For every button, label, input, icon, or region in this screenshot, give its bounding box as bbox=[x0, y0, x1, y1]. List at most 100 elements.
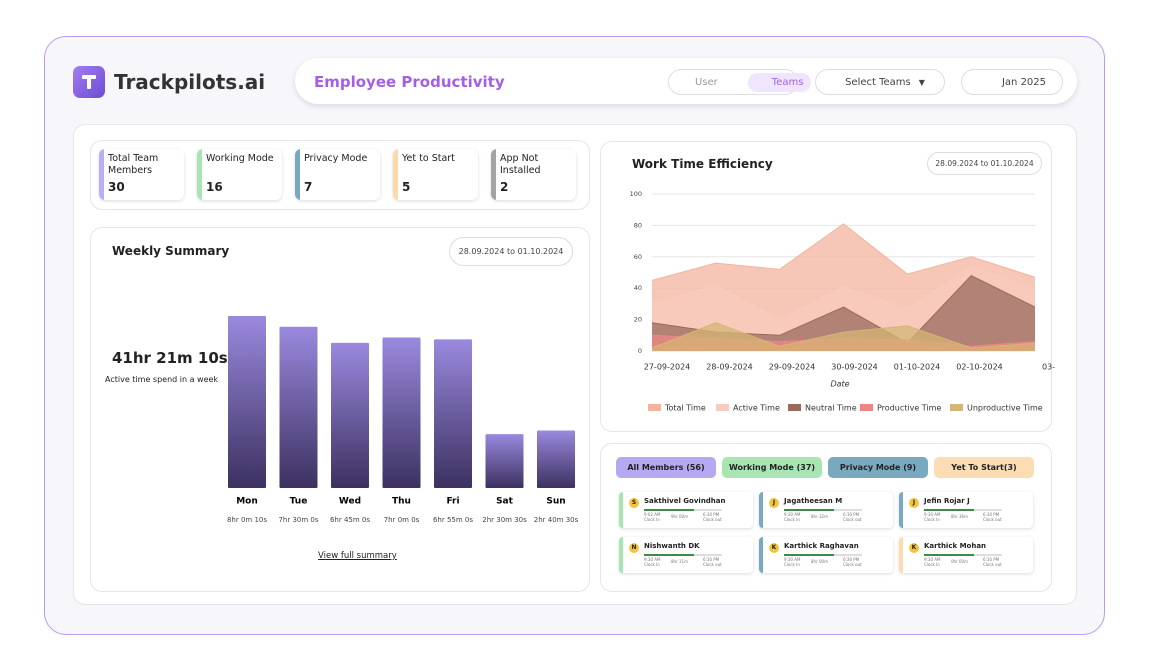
area bbox=[652, 322, 1035, 351]
x-tick-label: Fri bbox=[446, 497, 459, 507]
clock-out-label: Clock out bbox=[983, 562, 1002, 567]
value-label: 7hr 0m 0s bbox=[384, 516, 420, 524]
toggle-user[interactable]: User bbox=[695, 76, 718, 88]
member-card[interactable]: N Nishwanth DK 9:30 AM Clock In 8hr 11m 6:30 … bbox=[619, 537, 753, 573]
x-tick-label: 02-10-2024 bbox=[956, 363, 1003, 372]
stat-label: Total Team Members bbox=[108, 153, 159, 176]
stat-value: 30 bbox=[108, 180, 125, 194]
legend-swatch bbox=[860, 404, 873, 411]
y-tick-label: 100 bbox=[630, 190, 642, 198]
clock-in: 9:30 AM bbox=[644, 557, 661, 562]
member-tab[interactable]: Working Mode (37) bbox=[722, 457, 822, 478]
month: Jan 2025 bbox=[1001, 76, 1047, 88]
bar bbox=[485, 434, 524, 488]
team-select[interactable]: Select Teams ▼ bbox=[815, 69, 945, 95]
x-tick-label: Mon bbox=[236, 497, 258, 507]
clock-in-label: Clock In bbox=[784, 562, 800, 567]
member-card[interactable]: K Karthick Raghavan 9:30 AM Clock In 8hr 00m… bbox=[759, 537, 893, 573]
duration: 8hr 11m bbox=[671, 559, 688, 564]
clock-out-label: Clock out bbox=[843, 517, 862, 522]
value-label: 2hr 30m 30s bbox=[482, 516, 527, 524]
member-card[interactable]: J Jagatheesan M 9:30 AM Clock In 8hr 32m 6:30… bbox=[759, 492, 893, 528]
progress-fill bbox=[644, 554, 694, 556]
stat-accent bbox=[393, 149, 398, 200]
area-line bbox=[651, 265, 1036, 321]
clock-out: 6:30 PM bbox=[843, 512, 860, 517]
clock-in: 9:30 AM bbox=[784, 557, 801, 562]
duration: 8hr 36m bbox=[951, 514, 968, 519]
member-tab[interactable]: Yet To Start(3) bbox=[934, 457, 1034, 478]
member-name: Nishwanth DK bbox=[644, 542, 700, 550]
x-tick-label: Tue bbox=[290, 497, 308, 507]
efficiency-date[interactable]: 28.09.2024 to 01.10.2024 bbox=[927, 152, 1042, 175]
progress-fill bbox=[784, 509, 834, 511]
bar bbox=[228, 316, 266, 488]
avatar: J bbox=[769, 498, 779, 508]
legend-swatch bbox=[950, 404, 963, 411]
stat-card: Privacy Mode 7 bbox=[295, 149, 380, 200]
stat-card: Yet to Start 5 bbox=[393, 149, 478, 200]
clock-in-label: Clock In bbox=[644, 562, 660, 567]
clock-out: 6:30 PM bbox=[703, 557, 720, 562]
avatar: K bbox=[769, 543, 779, 553]
legend-label: Neutral Time bbox=[805, 404, 857, 413]
weekly-title: Weekly Summary bbox=[112, 244, 230, 258]
efficiency-title: Work Time Efficiency bbox=[632, 157, 773, 171]
stat-label: Working Mode bbox=[206, 153, 274, 164]
toggle-teams[interactable]: Teams bbox=[747, 72, 812, 92]
team-select-label: Select Teams bbox=[845, 76, 911, 88]
stat-accent bbox=[295, 149, 300, 200]
stat-label: Privacy Mode bbox=[304, 153, 368, 164]
member-card[interactable]: K Karthick Mohan 9:30 AM Clock In 0hr 00m 6:3… bbox=[899, 537, 1033, 573]
caret: ▼ bbox=[918, 77, 925, 87]
member-tab[interactable]: All Members (56) bbox=[616, 457, 716, 478]
duration: 8hr 00m bbox=[811, 559, 828, 564]
area bbox=[652, 275, 1035, 351]
x-tick-label: Wed bbox=[339, 497, 361, 507]
legend-swatch bbox=[648, 404, 661, 411]
x-tick-label: 29-09-2024 bbox=[769, 363, 816, 372]
duration: 9hr 00m bbox=[671, 514, 688, 519]
stat-label: App Not Installed bbox=[500, 153, 541, 176]
clock-out: 6:30 PM bbox=[983, 557, 1000, 562]
x-tick-label: Thu bbox=[392, 497, 411, 507]
stat-accent bbox=[99, 149, 104, 200]
summary-link[interactable]: View full summary bbox=[318, 551, 397, 561]
value-label: 6hr 45m 0s bbox=[330, 516, 370, 524]
legend-label: Active Time bbox=[733, 404, 780, 413]
clock-in: 9:30 AM bbox=[784, 512, 801, 517]
member-name: Karthick Raghavan bbox=[784, 542, 859, 550]
avatar: N bbox=[629, 543, 639, 553]
month-picker[interactable]: Jan 2025 bbox=[961, 69, 1063, 95]
avatar: K bbox=[909, 543, 919, 553]
clock-in: 9:30 AM bbox=[924, 512, 941, 517]
duration: 8hr 32m bbox=[811, 514, 828, 519]
member-card[interactable]: J Jefin Rojar J 9:30 AM Clock In 8hr 36m 6:30… bbox=[899, 492, 1033, 528]
weekly-date[interactable]: 28.09.2024 to 01.10.2024 bbox=[449, 237, 573, 266]
stat-value: 2 bbox=[500, 180, 509, 194]
bar bbox=[434, 339, 472, 488]
x-tick-label: 30-09-2024 bbox=[831, 363, 878, 372]
clock-in-label: Clock In bbox=[924, 517, 940, 522]
stat-card: App Not Installed 2 bbox=[491, 149, 576, 200]
bar bbox=[279, 326, 318, 488]
member-name: Jagatheesan M bbox=[784, 497, 843, 505]
area-line bbox=[651, 223, 1036, 281]
member-card[interactable]: S Sakthivel Govindhan 9:02 AM Clock In 9hr 0… bbox=[619, 492, 753, 528]
x-tick-label: Sun bbox=[546, 497, 565, 507]
progress-fill bbox=[644, 509, 694, 511]
y-tick-label: 20 bbox=[634, 316, 642, 324]
stat-value: 7 bbox=[304, 180, 313, 194]
duration: 0hr 00m bbox=[951, 559, 968, 564]
progress-fill bbox=[924, 554, 974, 556]
clock-out-label: Clock out bbox=[703, 562, 722, 567]
stat-card: Total Team Members 30 bbox=[99, 149, 184, 200]
clock-out-label: Clock out bbox=[703, 517, 722, 522]
legend-label: Unproductive Time bbox=[967, 404, 1043, 413]
legend-label: Total Time bbox=[664, 404, 706, 413]
clock-in-label: Clock In bbox=[924, 562, 940, 567]
logo-glyph bbox=[87, 78, 91, 89]
weekly-date-text: 28.09.2024 to 01.10.2024 bbox=[458, 247, 564, 256]
member-tab[interactable]: Privacy Mode (9) bbox=[828, 457, 928, 478]
x-tick-label: 01-10-2024 bbox=[894, 363, 941, 372]
